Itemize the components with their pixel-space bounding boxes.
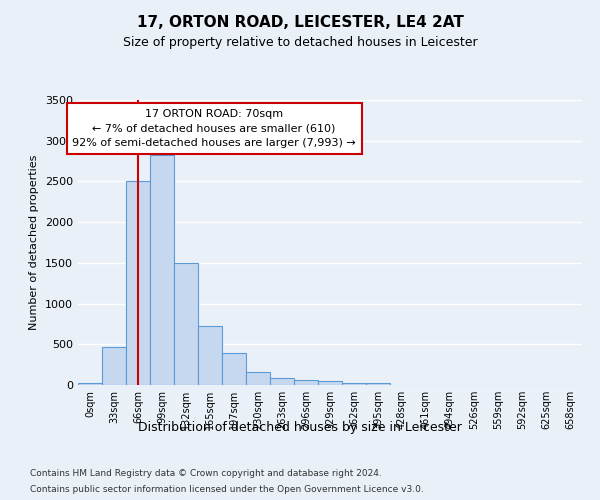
Bar xyxy=(150,156,174,385)
Bar xyxy=(270,378,294,385)
Bar xyxy=(222,353,246,385)
Bar xyxy=(198,326,222,385)
Text: Distribution of detached houses by size in Leicester: Distribution of detached houses by size … xyxy=(138,421,462,434)
Text: 17, ORTON ROAD, LEICESTER, LE4 2AT: 17, ORTON ROAD, LEICESTER, LE4 2AT xyxy=(137,15,463,30)
Bar xyxy=(78,384,102,385)
Text: Size of property relative to detached houses in Leicester: Size of property relative to detached ho… xyxy=(122,36,478,49)
Text: Contains public sector information licensed under the Open Government Licence v3: Contains public sector information licen… xyxy=(30,484,424,494)
Text: 17 ORTON ROAD: 70sqm
← 7% of detached houses are smaller (610)
92% of semi-detac: 17 ORTON ROAD: 70sqm ← 7% of detached ho… xyxy=(72,108,356,148)
Bar xyxy=(126,182,150,385)
Bar xyxy=(246,372,270,385)
Bar xyxy=(294,380,318,385)
Bar xyxy=(174,263,198,385)
Y-axis label: Number of detached properties: Number of detached properties xyxy=(29,155,40,330)
Bar xyxy=(318,382,342,385)
Bar xyxy=(342,382,366,385)
Bar xyxy=(366,384,390,385)
Bar xyxy=(102,346,126,385)
Text: Contains HM Land Registry data © Crown copyright and database right 2024.: Contains HM Land Registry data © Crown c… xyxy=(30,470,382,478)
